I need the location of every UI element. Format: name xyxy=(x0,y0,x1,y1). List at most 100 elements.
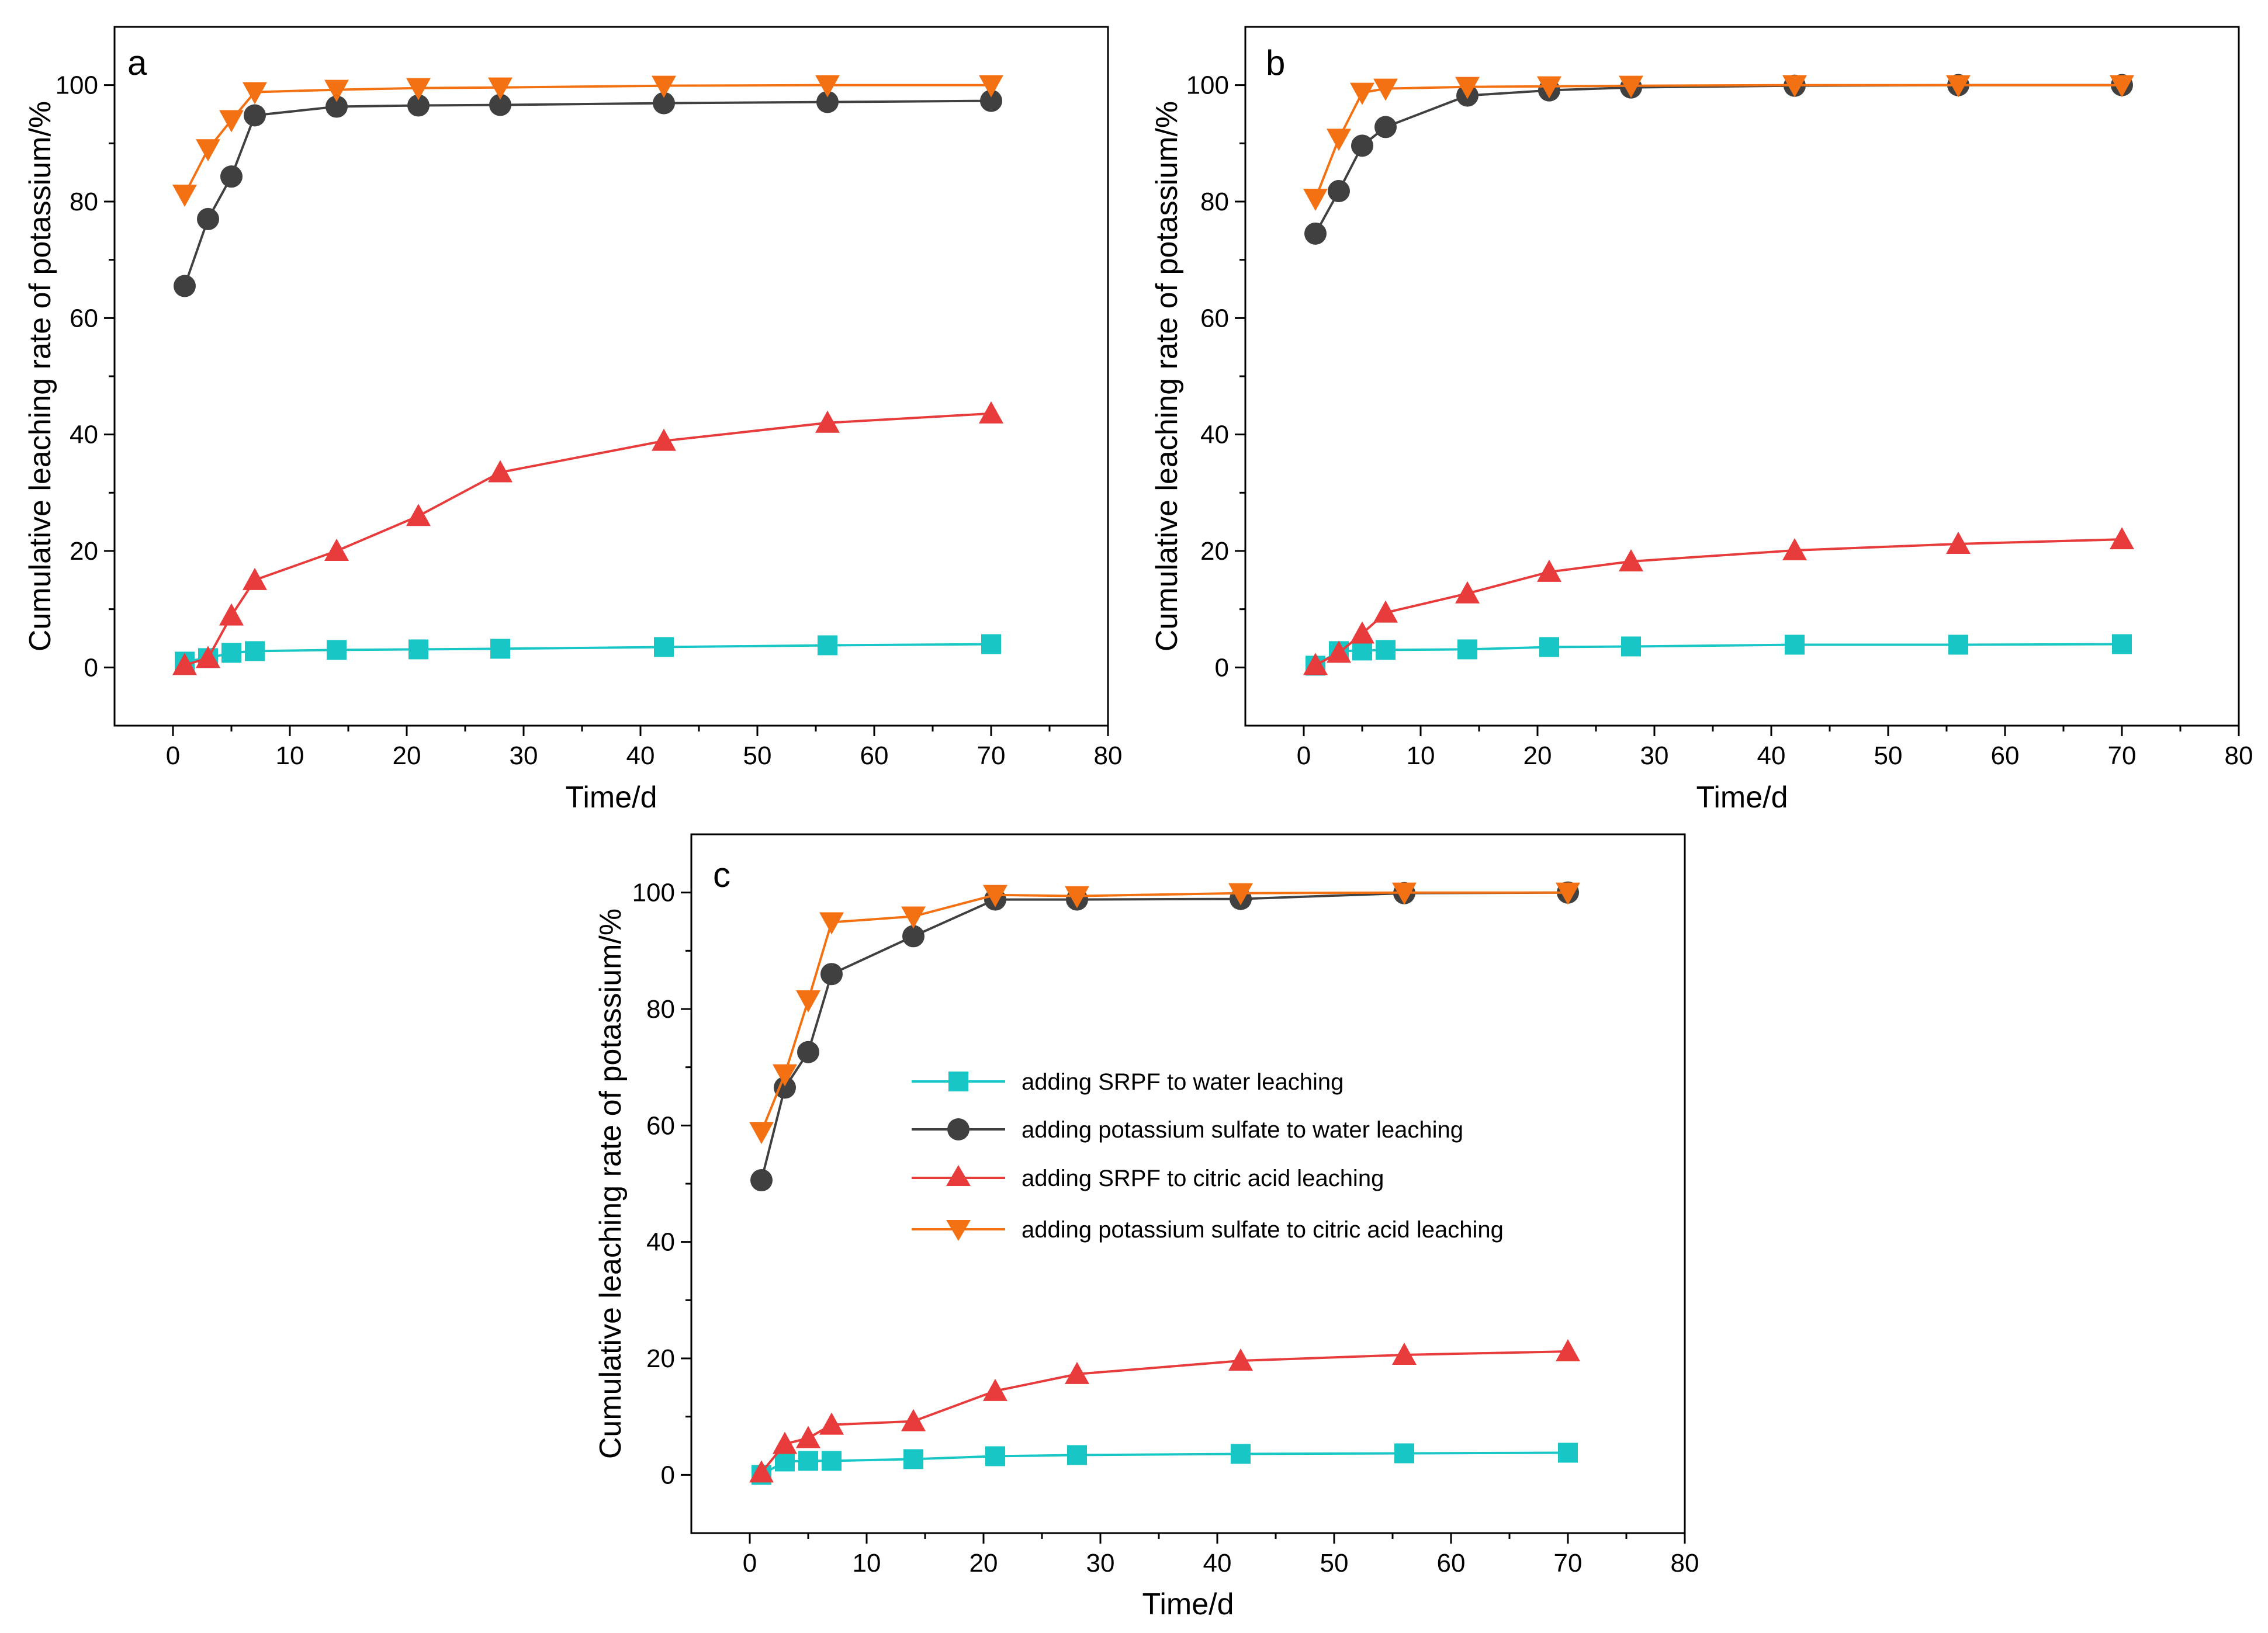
data-point-citric-srpf-a xyxy=(243,567,267,590)
y-tick-label-a: 60 xyxy=(70,304,98,332)
x-tick-label-c: 30 xyxy=(1086,1549,1115,1577)
x-axis-title-b: Time/d xyxy=(1696,781,1788,814)
plot-frame-a xyxy=(113,26,1109,727)
data-point-citric-k2so4-a xyxy=(652,75,676,98)
data-point-citric-k2so4-b xyxy=(1782,75,1807,98)
y-tick-label-b: 20 xyxy=(1200,537,1229,566)
x-tick-label-b: 50 xyxy=(1874,741,1903,770)
y-axis-title-c: Cumulative leaching rate of potassium/% xyxy=(594,909,628,1459)
data-point-water-srpf-c xyxy=(822,1451,842,1471)
data-point-citric-srpf-c xyxy=(983,1378,1007,1401)
series-line-citric-k2so4-a xyxy=(183,84,991,195)
data-point-water-k2so4-a xyxy=(980,89,1002,112)
series-line-water-srpf-c xyxy=(761,1451,1568,1476)
data-point-citric-srpf-a xyxy=(488,460,513,483)
tick-group-c: 0 10 20 30 40 50 60 70 80 0 20 40 60 80 100 xyxy=(632,879,1699,1577)
legend-marker-water-k2so4 xyxy=(947,1118,969,1140)
data-point-water-k2so4-a xyxy=(326,95,348,118)
data-point-citric-k2so4-c xyxy=(1228,883,1253,906)
data-point-water-k2so4-a xyxy=(244,104,266,127)
data-point-citric-srpf-c xyxy=(901,1409,926,1431)
legend: adding SRPF to water leaching adding pot… xyxy=(912,1069,1504,1243)
series-line-water-srpf-b xyxy=(1314,643,2122,667)
tick-group-a: 0 10 20 30 40 50 60 70 80 0 20 40 60 80 100 xyxy=(56,71,1123,770)
x-tick-label-b: 80 xyxy=(2225,741,2253,770)
panel-c: 0 10 20 30 40 50 60 70 80 0 20 40 60 80 100 c Time/d C… xyxy=(594,833,1699,1621)
x-tick-label-a: 30 xyxy=(510,741,538,770)
x-tick-label-c: 10 xyxy=(853,1549,881,1577)
x-tick-label-a: 20 xyxy=(393,741,421,770)
series-line-citric-srpf-a xyxy=(184,412,992,667)
data-point-citric-k2so4-c xyxy=(1392,882,1417,905)
data-point-water-srpf-a xyxy=(818,635,837,656)
data-point-citric-k2so4-b xyxy=(1327,129,1351,151)
x-tick-label-c: 50 xyxy=(1320,1549,1349,1577)
data-point-citric-k2so4-c xyxy=(773,1064,797,1087)
series-layer-a xyxy=(172,75,1003,675)
data-point-citric-k2so4-b xyxy=(1303,189,1328,212)
legend-label-citric-k2so4: adding potassium sulfate to citric acid … xyxy=(1022,1217,1504,1243)
data-point-water-srpf-a xyxy=(490,639,510,659)
x-tick-label-c: 40 xyxy=(1203,1549,1232,1577)
data-point-water-k2so4-a xyxy=(489,93,511,116)
data-point-citric-k2so4-a xyxy=(324,79,349,102)
data-point-citric-k2so4-b xyxy=(1946,75,1971,98)
data-point-citric-srpf-a xyxy=(406,504,431,526)
data-point-water-k2so4-c xyxy=(902,925,924,948)
data-point-citric-srpf-c xyxy=(1228,1348,1253,1371)
data-point-citric-srpf-a xyxy=(324,539,349,561)
data-point-water-srpf-b xyxy=(1352,640,1372,661)
series-line-citric-srpf-c xyxy=(760,1350,1568,1473)
x-tick-label-a: 80 xyxy=(1094,741,1123,770)
data-point-water-k2so4-a xyxy=(174,275,196,297)
data-point-water-srpf-b xyxy=(1457,639,1477,660)
legend-marker-citric-srpf xyxy=(946,1165,971,1186)
data-point-citric-srpf-b xyxy=(1619,549,1643,571)
data-point-citric-k2so4-a xyxy=(406,78,431,100)
legend-item-water-srpf: adding SRPF to water leaching xyxy=(912,1069,1344,1095)
data-point-citric-srpf-b xyxy=(1327,640,1351,663)
data-point-citric-srpf-b xyxy=(1455,581,1480,604)
data-point-citric-srpf-a xyxy=(652,428,676,451)
data-point-citric-k2so4-a xyxy=(815,75,840,98)
x-tick-label-a: 40 xyxy=(626,741,655,770)
x-tick-label-b: 70 xyxy=(2108,741,2137,770)
data-point-citric-srpf-a xyxy=(172,653,197,675)
data-point-water-srpf-c xyxy=(775,1451,795,1472)
y-tick-label-a: 80 xyxy=(70,188,98,216)
data-point-citric-k2so4-c xyxy=(819,912,844,935)
data-point-citric-k2so4-b xyxy=(1350,82,1374,105)
x-tick-label-a: 50 xyxy=(743,741,772,770)
x-tick-label-c: 20 xyxy=(969,1549,998,1577)
data-point-water-k2so4-a xyxy=(220,165,243,188)
data-point-water-srpf-b xyxy=(1948,635,1968,655)
data-point-citric-k2so4-a xyxy=(488,77,513,100)
data-point-water-k2so4-b xyxy=(1374,116,1397,138)
data-point-water-k2so4-b xyxy=(1304,222,1327,245)
x-tick-label-b: 10 xyxy=(1407,741,1435,770)
data-point-citric-k2so4-a xyxy=(172,185,197,207)
data-point-citric-k2so4-b xyxy=(1619,75,1643,98)
data-point-water-srpf-b xyxy=(1785,635,1805,655)
x-tick-label-c: 70 xyxy=(1554,1549,1583,1577)
data-point-water-srpf-c xyxy=(1067,1445,1087,1465)
data-point-citric-k2so4-b xyxy=(1373,78,1398,101)
series-line-citric-k2so4-c xyxy=(760,891,1568,1133)
data-point-water-srpf-c xyxy=(798,1451,818,1471)
y-tick-label-a: 100 xyxy=(56,71,98,100)
y-tick-label-c: 60 xyxy=(646,1111,675,1140)
data-point-citric-srpf-c xyxy=(749,1460,774,1483)
series-layer-c xyxy=(749,881,1580,1485)
data-point-citric-k2so4-a xyxy=(243,82,267,105)
data-point-citric-srpf-b xyxy=(1350,621,1374,644)
legend-marker-water-srpf xyxy=(948,1072,968,1091)
data-point-citric-srpf-a xyxy=(815,410,840,433)
data-point-citric-srpf-a xyxy=(979,401,1003,424)
data-point-water-srpf-a xyxy=(327,640,347,660)
x-tick-label-b: 30 xyxy=(1640,741,1669,770)
y-tick-label-c: 80 xyxy=(646,995,675,1024)
data-point-citric-srpf-c xyxy=(819,1412,844,1435)
data-point-water-k2so4-a xyxy=(197,207,219,230)
data-point-citric-srpf-b xyxy=(1303,653,1328,675)
data-point-citric-srpf-b xyxy=(1373,600,1398,623)
